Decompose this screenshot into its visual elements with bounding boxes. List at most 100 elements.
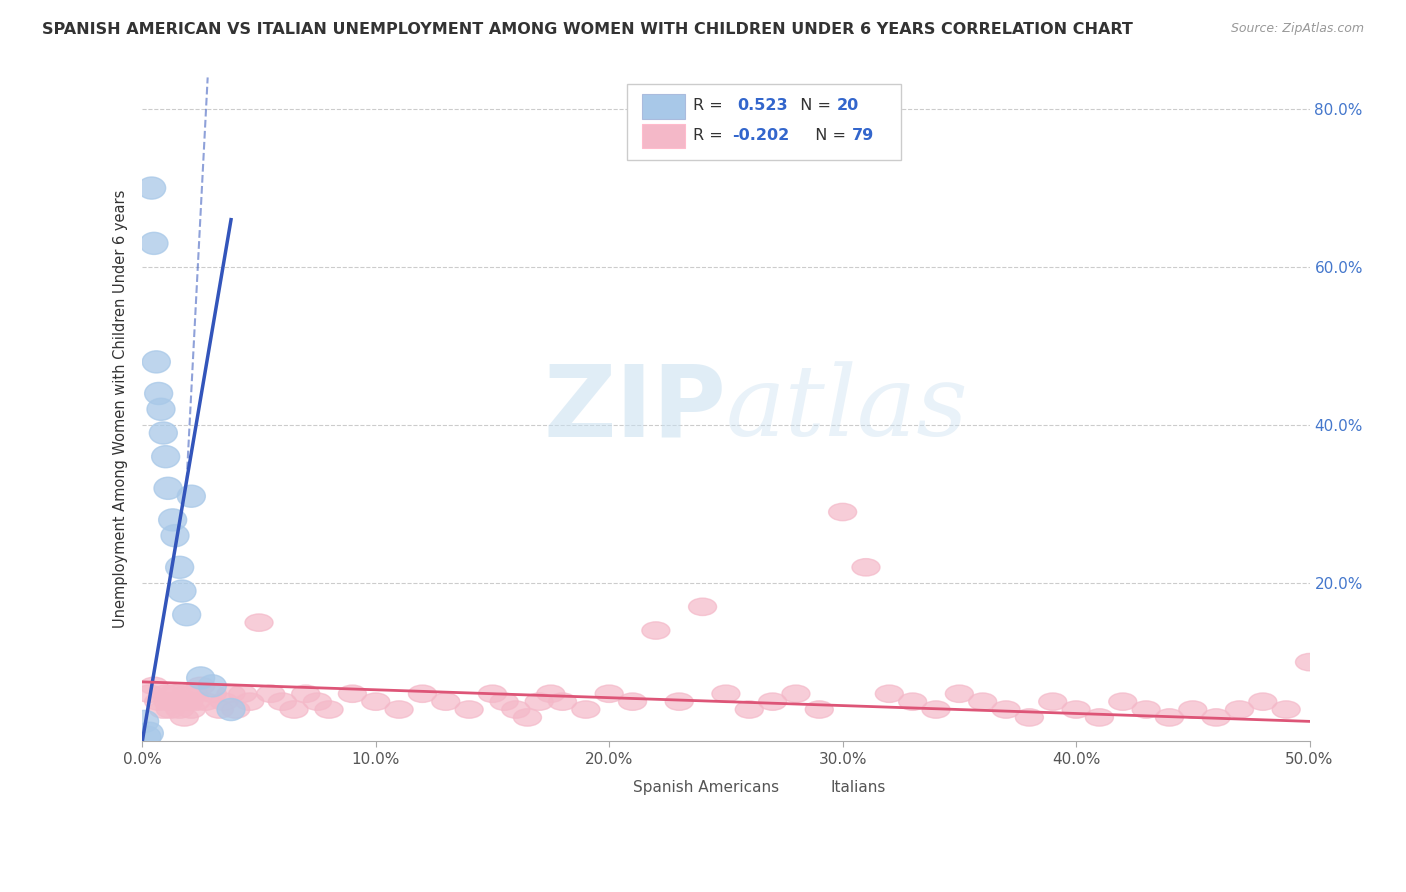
Ellipse shape [1015, 709, 1043, 726]
FancyBboxPatch shape [643, 124, 685, 148]
Ellipse shape [159, 685, 187, 702]
Ellipse shape [595, 685, 623, 702]
Ellipse shape [155, 477, 181, 500]
Ellipse shape [665, 693, 693, 710]
Ellipse shape [141, 677, 167, 695]
Text: Source: ZipAtlas.com: Source: ZipAtlas.com [1230, 22, 1364, 36]
Y-axis label: Unemployment Among Women with Children Under 6 years: Unemployment Among Women with Children U… [114, 190, 128, 629]
Ellipse shape [478, 685, 506, 702]
Ellipse shape [537, 685, 565, 702]
FancyBboxPatch shape [627, 84, 901, 161]
FancyBboxPatch shape [787, 774, 825, 802]
Ellipse shape [145, 693, 173, 710]
Ellipse shape [191, 693, 219, 710]
Ellipse shape [222, 701, 250, 718]
Ellipse shape [1085, 709, 1114, 726]
Ellipse shape [177, 701, 205, 718]
Ellipse shape [806, 701, 834, 718]
Ellipse shape [619, 693, 647, 710]
Ellipse shape [155, 693, 181, 710]
Ellipse shape [291, 685, 319, 702]
Ellipse shape [217, 698, 245, 721]
Ellipse shape [361, 693, 389, 710]
Ellipse shape [491, 693, 519, 710]
Ellipse shape [572, 701, 600, 718]
Ellipse shape [152, 685, 180, 702]
Ellipse shape [236, 693, 264, 710]
Ellipse shape [181, 693, 209, 710]
Ellipse shape [134, 726, 160, 748]
Ellipse shape [187, 667, 215, 689]
Ellipse shape [177, 485, 205, 508]
Ellipse shape [432, 693, 460, 710]
Ellipse shape [142, 351, 170, 373]
Ellipse shape [1178, 701, 1206, 718]
Ellipse shape [969, 693, 997, 710]
Ellipse shape [759, 693, 786, 710]
Ellipse shape [141, 232, 167, 254]
Text: ZIP: ZIP [543, 360, 725, 458]
Ellipse shape [922, 701, 950, 718]
Ellipse shape [148, 398, 174, 420]
Ellipse shape [174, 693, 202, 710]
Text: Spanish Americans: Spanish Americans [633, 780, 779, 795]
Ellipse shape [828, 503, 856, 521]
Text: R =: R = [693, 128, 728, 144]
Ellipse shape [167, 580, 195, 602]
Ellipse shape [160, 524, 188, 547]
Ellipse shape [217, 685, 245, 702]
Ellipse shape [245, 614, 273, 632]
Ellipse shape [280, 701, 308, 718]
Ellipse shape [735, 701, 763, 718]
Ellipse shape [187, 677, 215, 695]
Ellipse shape [502, 701, 530, 718]
Ellipse shape [1272, 701, 1301, 718]
Ellipse shape [166, 557, 194, 578]
Ellipse shape [1062, 701, 1090, 718]
Ellipse shape [1156, 709, 1184, 726]
Ellipse shape [229, 685, 257, 702]
Ellipse shape [513, 709, 541, 726]
Ellipse shape [1226, 701, 1254, 718]
Ellipse shape [135, 723, 163, 744]
Text: -0.202: -0.202 [731, 128, 789, 144]
Ellipse shape [163, 685, 191, 702]
Text: 0.523: 0.523 [738, 98, 789, 113]
Ellipse shape [131, 710, 159, 732]
Ellipse shape [170, 709, 198, 726]
Ellipse shape [173, 604, 201, 626]
FancyBboxPatch shape [589, 774, 627, 802]
Ellipse shape [198, 674, 226, 697]
Text: N =: N = [806, 128, 852, 144]
Ellipse shape [173, 685, 201, 702]
Ellipse shape [1202, 709, 1230, 726]
Ellipse shape [408, 685, 436, 702]
Text: N =: N = [790, 98, 837, 113]
Text: atlas: atlas [725, 361, 969, 457]
Ellipse shape [209, 693, 238, 710]
Text: 20: 20 [837, 98, 859, 113]
Ellipse shape [167, 693, 195, 710]
Ellipse shape [1109, 693, 1137, 710]
Ellipse shape [269, 693, 297, 710]
Text: R =: R = [693, 98, 734, 113]
Ellipse shape [180, 685, 208, 702]
Ellipse shape [156, 701, 184, 718]
Ellipse shape [149, 422, 177, 444]
Text: 79: 79 [852, 128, 875, 144]
Ellipse shape [1132, 701, 1160, 718]
Ellipse shape [548, 693, 576, 710]
Ellipse shape [135, 685, 163, 702]
Ellipse shape [385, 701, 413, 718]
Ellipse shape [1249, 693, 1277, 710]
Ellipse shape [689, 599, 717, 615]
Ellipse shape [339, 685, 367, 702]
Text: SPANISH AMERICAN VS ITALIAN UNEMPLOYMENT AMONG WOMEN WITH CHILDREN UNDER 6 YEARS: SPANISH AMERICAN VS ITALIAN UNEMPLOYMENT… [42, 22, 1133, 37]
Ellipse shape [152, 446, 180, 467]
Ellipse shape [945, 685, 973, 702]
Ellipse shape [993, 701, 1019, 718]
Ellipse shape [159, 508, 187, 531]
Ellipse shape [526, 693, 553, 710]
Text: Italians: Italians [831, 780, 886, 795]
Ellipse shape [643, 622, 669, 640]
